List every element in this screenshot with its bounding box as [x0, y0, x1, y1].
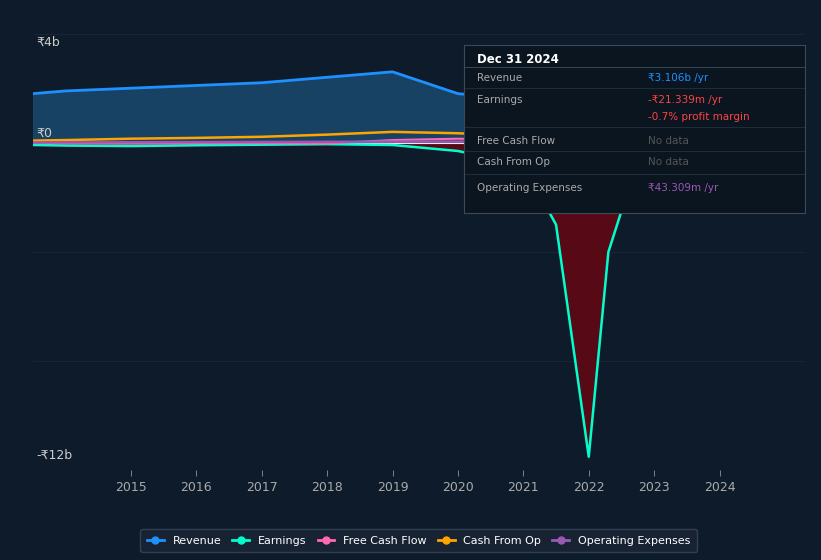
- Text: ₹43.309m /yr: ₹43.309m /yr: [648, 183, 718, 193]
- Text: ₹4b: ₹4b: [36, 36, 60, 49]
- Text: Operating Expenses: Operating Expenses: [478, 183, 583, 193]
- Text: No data: No data: [648, 136, 689, 146]
- Text: ₹0: ₹0: [36, 127, 52, 139]
- Text: -₹12b: -₹12b: [36, 449, 72, 462]
- Text: Revenue: Revenue: [478, 73, 523, 83]
- Text: Free Cash Flow: Free Cash Flow: [478, 136, 556, 146]
- Text: -0.7% profit margin: -0.7% profit margin: [648, 112, 750, 122]
- Text: Dec 31 2024: Dec 31 2024: [478, 53, 559, 66]
- Text: Earnings: Earnings: [478, 95, 523, 105]
- Text: -₹21.339m /yr: -₹21.339m /yr: [648, 95, 722, 105]
- Legend: Revenue, Earnings, Free Cash Flow, Cash From Op, Operating Expenses: Revenue, Earnings, Free Cash Flow, Cash …: [140, 529, 697, 552]
- Text: ₹3.106b /yr: ₹3.106b /yr: [648, 73, 708, 83]
- Text: Cash From Op: Cash From Op: [478, 157, 551, 167]
- Text: No data: No data: [648, 157, 689, 167]
